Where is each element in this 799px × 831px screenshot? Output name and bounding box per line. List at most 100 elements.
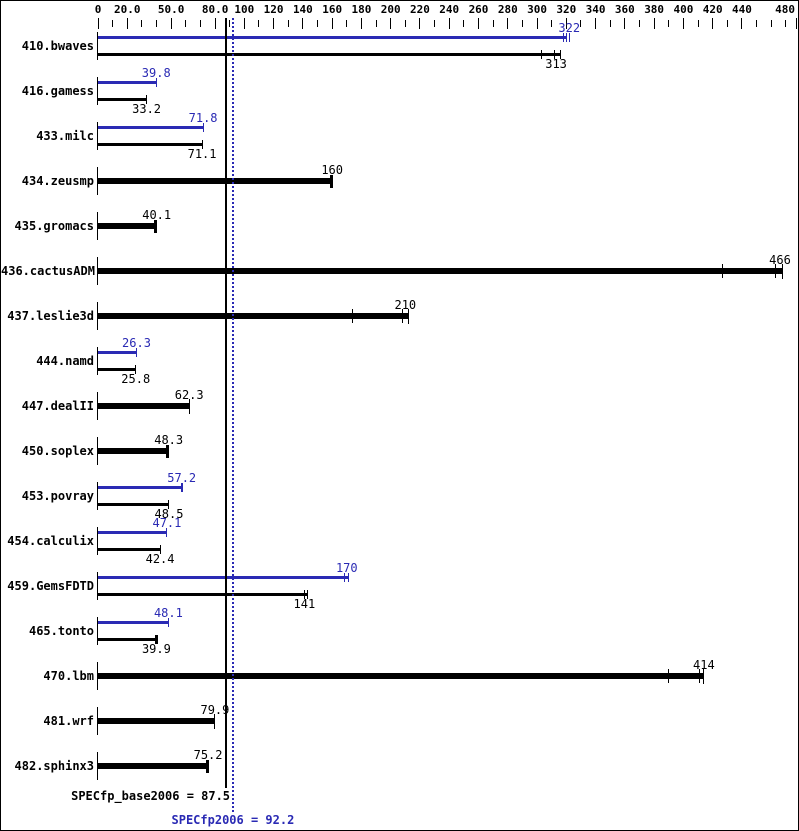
run-tick: [182, 482, 184, 492]
base-bar: [98, 637, 157, 641]
base-value-label: 466: [769, 252, 791, 267]
axis-tick: [668, 20, 670, 27]
base-bar: [98, 717, 215, 724]
run-tick: [168, 499, 170, 509]
benchmark-label: 459.GemsFDTD: [7, 578, 94, 593]
axis-tick: [682, 18, 684, 29]
benchmark-label: 482.sphinx3: [14, 758, 94, 773]
axis-tick: [287, 20, 289, 27]
run-tick: [559, 49, 561, 59]
axis-tick: [302, 18, 304, 29]
base-value-label: 141: [293, 596, 316, 611]
base-bar: [98, 222, 157, 229]
axis-tick: [375, 20, 377, 27]
axis-tick: [360, 18, 362, 29]
base-bar: [98, 402, 190, 409]
base-value-label: 48.5: [154, 506, 184, 521]
run-tick: [205, 759, 209, 773]
axis-tick: [712, 18, 714, 29]
axis-tick: [170, 18, 172, 29]
axis-tick: [434, 20, 436, 27]
axis-tick-label: 240: [439, 3, 460, 16]
axis-tick: [770, 20, 772, 27]
run-tick: [668, 668, 670, 683]
base-bar: [98, 592, 308, 596]
run-tick: [135, 364, 137, 374]
benchmark-label: 437.leslie3d: [7, 308, 94, 323]
row-axis-spine: [97, 436, 98, 465]
benchmark-label: 416.gamess: [21, 83, 94, 98]
run-tick: [722, 263, 724, 278]
row-axis-spine: [97, 391, 98, 420]
axis-tick-label: 300: [527, 3, 547, 16]
row-axis-spine: [97, 571, 98, 600]
axis-tick: [126, 18, 128, 29]
axis-tick: [536, 18, 538, 29]
run-tick: [703, 668, 705, 684]
benchmark-label: 450.soplex: [21, 443, 94, 458]
row-axis-spine: [97, 211, 98, 240]
peak-value-label: 57.2: [167, 470, 197, 485]
base-bar: [98, 312, 409, 319]
run-tick: [135, 347, 137, 357]
axis-tick: [448, 18, 450, 29]
axis-tick: [141, 20, 143, 27]
peak-bar: [98, 80, 157, 84]
benchmark-label: 444.namd: [36, 353, 94, 368]
peak-value-label: 322: [558, 20, 581, 35]
axis-tick: [390, 18, 392, 29]
row-axis-spine: [97, 661, 98, 690]
benchmark-label: 433.milc: [36, 128, 94, 143]
axis-tick-label: 400: [673, 3, 694, 16]
axis-tick: [551, 20, 553, 27]
axis-tick: [404, 20, 406, 27]
axis-tick-label: 200: [380, 3, 401, 16]
peak-value-label: 47.1: [152, 515, 182, 530]
axis-tick: [419, 18, 421, 29]
axis-tick: [741, 18, 743, 29]
axis-tick-label: 0: [94, 3, 102, 16]
axis-tick: [595, 18, 597, 29]
axis-tick-label: 260: [468, 3, 489, 16]
run-tick: [188, 398, 190, 414]
axis-tick: [795, 18, 797, 29]
run-tick: [775, 263, 777, 278]
axis-tick: [478, 18, 479, 29]
base-bar: [98, 762, 209, 769]
run-tick: [540, 49, 542, 59]
axis-tick: [317, 20, 319, 27]
run-tick: [344, 572, 346, 582]
peak-bar: [98, 620, 169, 624]
peak-bar: [98, 35, 567, 39]
row-axis-spine: [97, 301, 98, 330]
base-bar: [98, 502, 169, 506]
axis-tick-label: 480: [775, 3, 795, 16]
row-axis-spine: [97, 526, 98, 555]
base-bar: [98, 447, 169, 454]
axis-tick: [214, 18, 216, 29]
run-tick: [214, 713, 216, 729]
axis-tick: [112, 20, 114, 27]
run-tick: [565, 32, 567, 42]
peak-value-label: 170: [335, 560, 358, 575]
base-mean-line: [225, 18, 228, 788]
axis-tick: [243, 18, 245, 29]
peak-value-label: 39.8: [141, 65, 171, 80]
run-tick: [352, 308, 354, 323]
axis-tick: [653, 18, 655, 29]
run-tick: [698, 668, 700, 683]
base-value-label: 33.2: [132, 101, 162, 116]
benchmark-label: 435.gromacs: [14, 218, 94, 233]
base-mean-label: SPECfp_base2006 = 87.5: [71, 789, 231, 803]
base-value-label: 42.4: [145, 551, 175, 566]
run-tick: [166, 527, 168, 537]
axis-tick-label: 160: [322, 3, 343, 16]
axis-tick-label: 340: [585, 3, 606, 16]
run-tick: [347, 572, 349, 582]
peak-bar: [98, 125, 204, 129]
base-value-label: 40.1: [142, 207, 172, 222]
axis-tick: [638, 20, 640, 27]
base-bar: [98, 547, 161, 551]
base-bar: [98, 142, 203, 146]
